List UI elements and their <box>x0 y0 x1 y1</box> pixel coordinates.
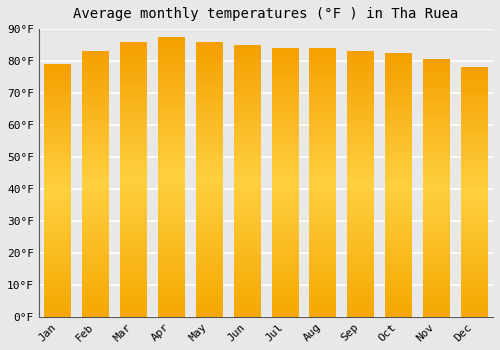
Title: Average monthly temperatures (°F ) in Tha Ruea: Average monthly temperatures (°F ) in Th… <box>74 7 458 21</box>
